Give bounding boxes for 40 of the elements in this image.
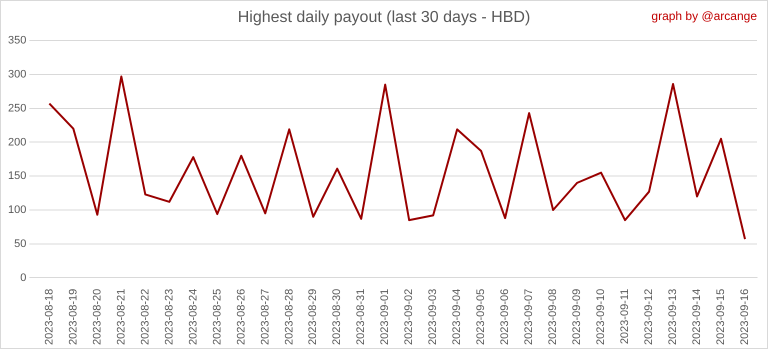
x-tick-label: 2023-09-11	[619, 288, 632, 344]
x-tick-label: 2023-09-05	[475, 288, 488, 346]
x-tick-label: 2023-09-10	[595, 288, 608, 346]
x-tick-label: 2023-09-08	[547, 288, 560, 346]
x-tick-label: 2023-08-27	[259, 288, 272, 346]
x-tick-label: 2023-09-09	[571, 288, 584, 346]
chart-title: Highest daily payout (last 30 days - HBD)	[238, 9, 530, 26]
y-tick-label: 50	[14, 238, 26, 250]
y-tick-label: 100	[8, 204, 26, 216]
y-tick-label: 250	[8, 102, 26, 114]
x-tick-label: 2023-09-03	[427, 288, 440, 346]
x-tick-label: 2023-08-29	[307, 288, 320, 346]
x-tick-label: 2023-08-24	[187, 288, 200, 346]
x-tick-label: 2023-08-23	[163, 288, 176, 346]
x-tick-label: 2023-08-21	[115, 288, 128, 346]
x-tick-label: 2023-08-19	[67, 288, 80, 346]
y-tick-label: 200	[8, 136, 26, 148]
x-tick-label: 2023-08-20	[91, 288, 104, 346]
y-tick-label: 0	[20, 272, 26, 284]
x-tick-label: 2023-09-02	[403, 288, 416, 346]
x-tick-label: 2023-09-16	[739, 288, 752, 346]
x-tick-label: 2023-09-12	[643, 288, 656, 346]
x-tick-label: 2023-09-01	[379, 288, 392, 346]
y-tick-label: 300	[8, 68, 26, 81]
x-tick-label: 2023-08-30	[331, 288, 344, 346]
x-tick-label: 2023-08-31	[355, 288, 368, 346]
y-tick-label: 350	[8, 34, 26, 47]
x-tick-label: 2023-08-26	[235, 288, 248, 346]
x-tick-label: 2023-09-13	[667, 288, 680, 346]
x-tick-label: 2023-09-04	[451, 288, 464, 346]
text: graph by @arcange	[651, 9, 757, 23]
x-tick-label: 2023-08-25	[211, 288, 224, 346]
x-tick-label: 2023-08-18	[43, 288, 56, 346]
x-tick-label: 2023-09-06	[499, 288, 512, 346]
x-tick-label: 2023-09-14	[691, 288, 704, 346]
x-tick-label: 2023-09-15	[715, 288, 728, 346]
x-tick-label: 2023-08-22	[139, 288, 152, 346]
x-tick-label: 2023-09-07	[523, 288, 536, 346]
x-tick-label: 2023-08-28	[283, 288, 296, 346]
y-tick-label: 150	[8, 170, 26, 182]
